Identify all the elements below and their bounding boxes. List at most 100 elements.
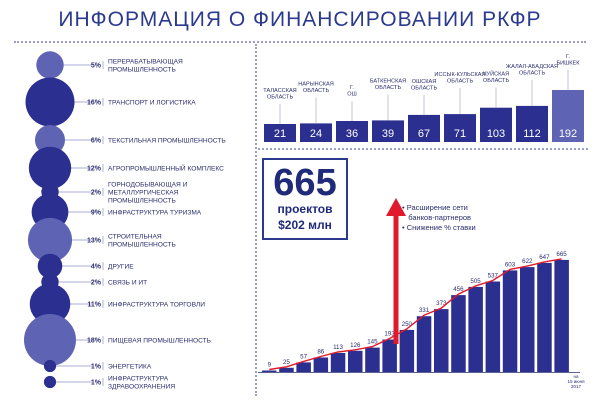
column-divider <box>255 44 257 396</box>
region-name-label: ИССЫК-КУЛЬСКАЯ ОБЛАСТЬ <box>434 72 485 85</box>
growth-value-label: 250 <box>402 321 413 328</box>
projects-number: 665 <box>273 162 337 204</box>
region-value-label: 24 <box>310 128 322 140</box>
growth-bar <box>520 267 535 372</box>
sector-pct-label: 13% <box>87 238 102 245</box>
growth-value-label: 373 <box>436 300 447 307</box>
growth-bar <box>468 286 483 372</box>
sector-bubble <box>24 314 76 366</box>
sector-name-label: ГОРНОДОБЫВАЮЩАЯ И МЕТАЛЛУРГИЧЕСКАЯ ПРОМЫШЛ… <box>108 182 188 205</box>
region-bar-chart: 21 ТАЛАССКАЯ ОБЛАСТЬ 24 НАРЫНСКАЯ ОБЛАСТЬ 36 Г.… <box>263 54 584 142</box>
region-name-label: ТАЛАССКАЯ ОБЛАСТЬ <box>263 88 296 101</box>
region-name-label: НАРЫНСКАЯ ОБЛАСТЬ <box>298 81 334 94</box>
page-title: ИНФОРМАЦИЯ О ФИНАНСИРОВАНИИ РКФР <box>58 8 542 31</box>
growth-bar <box>330 353 346 372</box>
growth-value-label: 86 <box>317 349 324 356</box>
sector-name-label: СТРОИТЕЛЬНАЯ ПРОМЫШЛЕННОСТЬ <box>108 234 176 249</box>
growth-bar <box>262 370 277 372</box>
sector-name-label: ПИЩЕВАЯ ПРОМЫШЛЕННОСТЬ <box>108 338 211 345</box>
growth-end-label: на 15 июня 2017 <box>567 374 585 389</box>
region-name-label: Г. ОШ <box>347 85 356 98</box>
sector-name-label: ТРАНСПОРТ И ЛОГИСТИКА <box>108 100 196 107</box>
region-divider <box>258 148 588 150</box>
sector-pct-label: 11% <box>87 302 101 309</box>
sector-pct-label: 9% <box>91 210 102 217</box>
growth-bar <box>348 350 363 372</box>
sector-pct-label: 5% <box>91 63 102 70</box>
growth-bar <box>554 259 569 372</box>
region-bar <box>372 120 404 142</box>
region-name-label: Г. БИШКЕК <box>556 54 580 67</box>
sector-name-label: ТЕКСТИЛЬНАЯ ПРОМЫШЛЕННОСТЬ <box>108 138 226 145</box>
amount-prefix: $ <box>278 218 285 232</box>
sector-name-label: ПЕРЕРАБАТЫВАЮЩАЯ ПРОМЫШЛЕННОСТЬ <box>108 59 183 74</box>
sector-pct-label: 1% <box>91 364 102 371</box>
sector-bubble-chart: 5% ПЕРЕРАБАТЫВАЮЩАЯ ПРОМЫШЛЕННОСТЬ 16% ТРАНС… <box>24 51 226 391</box>
growth-bar <box>451 295 466 372</box>
region-bar <box>516 105 548 142</box>
region-value-label: 192 <box>559 128 577 140</box>
title-divider <box>14 41 586 43</box>
growth-bar <box>296 362 311 372</box>
sector-pct-label: 18% <box>87 338 102 345</box>
note-item: • Снижение % ставки <box>402 223 476 232</box>
region-name-label: ЧУЙСКАЯ ОБЛАСТЬ <box>483 70 510 85</box>
amount-line: $202 млн <box>264 218 346 232</box>
region-value-label: 71 <box>454 128 466 140</box>
growth-value-label: 145 <box>367 339 378 346</box>
sector-name-label: ИНФРАСТРУКТУРА ТУРИЗМА <box>108 210 202 217</box>
growth-bar <box>434 309 449 372</box>
sector-pct-label: 2% <box>91 190 102 197</box>
sector-name-label: АГРОПРОМЫШЛЕННЫЙ КОМПЛЕКС <box>108 164 224 173</box>
growth-bar <box>485 281 501 372</box>
sector-pct-label: 6% <box>91 138 102 145</box>
region-bar <box>552 90 584 142</box>
sector-pct-label: 4% <box>91 264 102 271</box>
sector-name-label: ИНФРАСТРУКТУРА ТОРГОВЛИ <box>108 302 205 309</box>
growth-value-label: 126 <box>350 342 361 349</box>
sector-name-label: ИНФРАСТРУКТУРА ЗДРАВООХРАНЕНИЯ <box>108 376 175 391</box>
growth-bar <box>279 367 294 372</box>
region-bar <box>444 114 476 142</box>
growth-value-label: 622 <box>522 258 533 265</box>
region-bar <box>336 121 368 142</box>
growth-value-label: 647 <box>539 254 550 261</box>
growth-bar <box>416 316 432 372</box>
growth-bar <box>313 357 329 372</box>
projects-label: проектов <box>277 202 333 216</box>
region-value-label: 103 <box>487 128 505 140</box>
growth-value-label: 113 <box>333 344 343 351</box>
sector-pct-label: 12% <box>87 166 102 173</box>
growth-value-label: 57 <box>300 353 307 360</box>
sector-bubble <box>28 146 72 190</box>
growth-trend-line <box>269 258 562 371</box>
sector-name-label: ДРУГИЕ <box>108 264 134 271</box>
sector-pct-label: 16% <box>87 100 102 107</box>
growth-value-label: 456 <box>453 286 464 293</box>
region-bar <box>300 123 332 142</box>
growth-bar <box>537 262 552 372</box>
growth-value-label: 603 <box>505 261 516 268</box>
note-item: • Расширение сети <box>402 203 468 212</box>
sector-bubble <box>29 283 71 325</box>
growth-arrow-head <box>386 198 406 216</box>
region-value-label: 36 <box>346 128 358 140</box>
region-name-label: БАТКЕНСКАЯ ОБЛАСТЬ <box>370 78 406 91</box>
region-value-label: 39 <box>382 128 394 140</box>
summary-box: 665 проектов $202 млн <box>262 158 348 240</box>
region-bar <box>264 124 296 142</box>
sector-bubble <box>37 253 63 279</box>
sector-bubble <box>36 51 64 79</box>
sector-pct-label: 1% <box>91 380 102 387</box>
growth-value-label: 193 <box>384 331 395 338</box>
sector-bubble <box>43 375 57 389</box>
growth-bar-chart: 9 25 57 86 113 126 145 193 250 331 373 456 505 537 603… <box>258 198 585 389</box>
amount-unit: млн <box>308 218 332 232</box>
sector-pct-label: 2% <box>91 280 102 287</box>
region-value-label: 67 <box>418 128 430 140</box>
region-bar <box>480 107 512 142</box>
sector-bubble <box>27 217 73 263</box>
region-bar <box>408 114 440 142</box>
growth-bar <box>502 270 518 372</box>
sector-bubble <box>43 359 57 373</box>
